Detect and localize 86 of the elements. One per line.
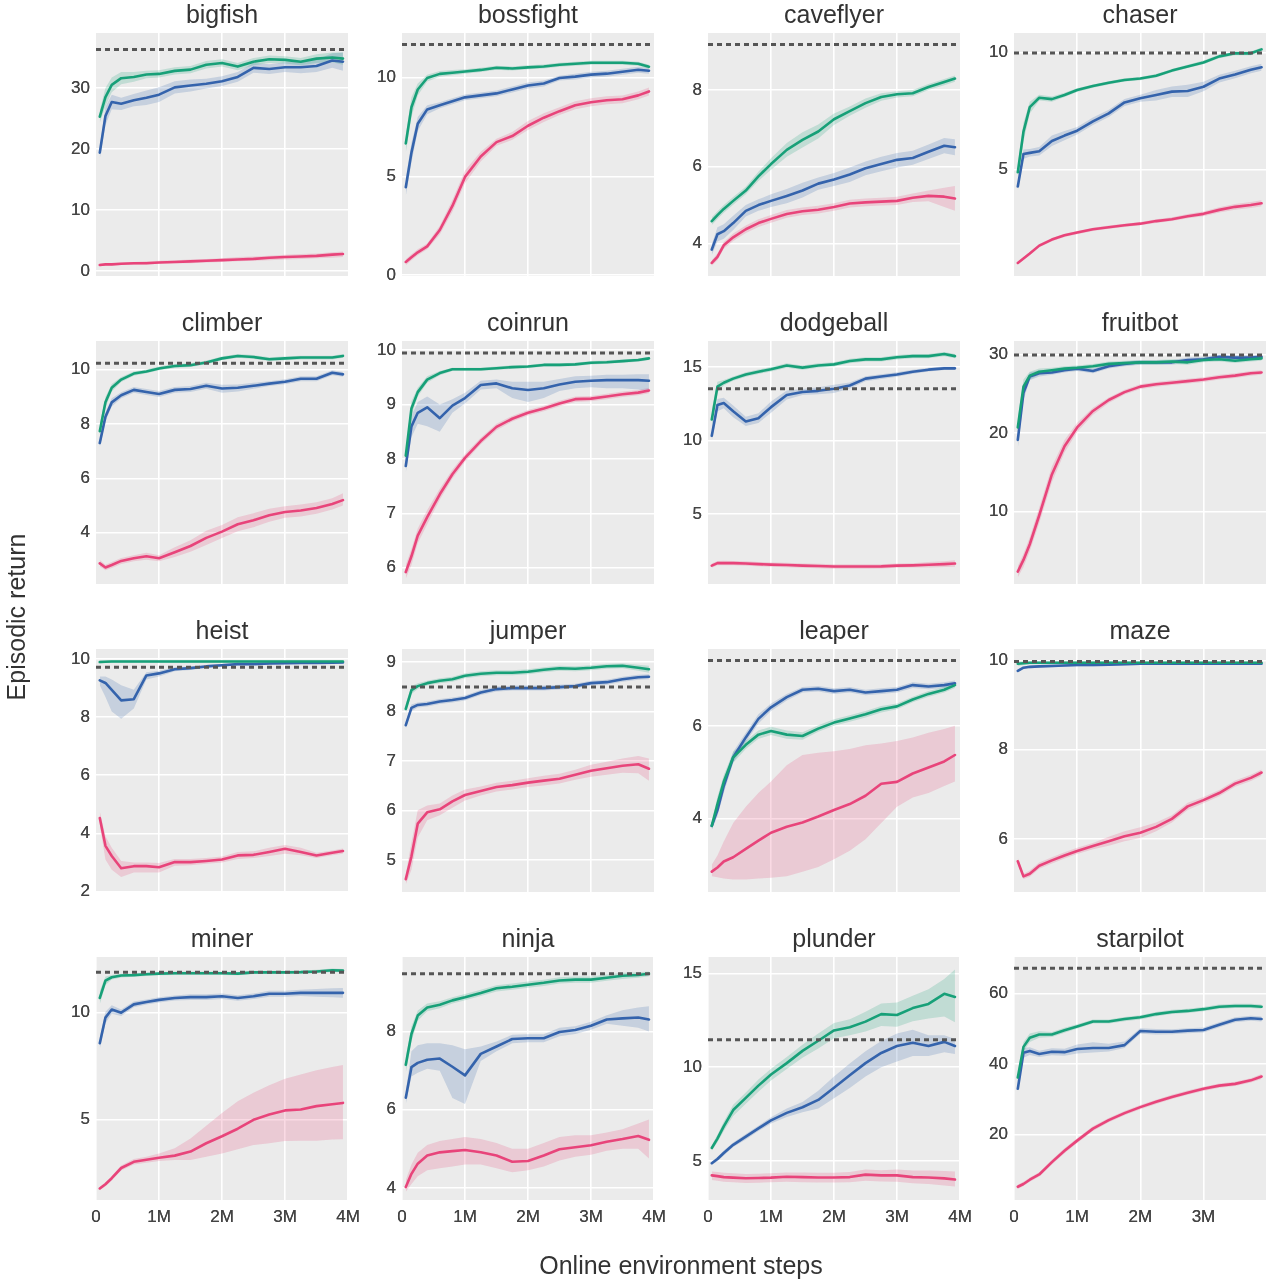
x-tick-label: 4M [948,1206,972,1226]
chart-title: chaser [1102,0,1178,28]
x-tick-label: 2M [516,1206,540,1226]
y-tick-label: 5 [692,503,702,523]
y-tick-label: 10 [71,359,90,379]
y-tick-label: 6 [386,800,396,820]
y-tick-label: 8 [80,413,90,433]
x-tick-label: 1M [147,1206,171,1226]
y-tick-label: 8 [386,1021,396,1041]
y-tick-label: 15 [683,356,702,376]
y-tick-label: 0 [80,260,90,280]
chart-title: leaper [799,615,869,644]
y-tick-label: 8 [386,701,396,721]
y-tick-label: 30 [989,344,1008,364]
y-tick-label: 5 [80,1109,90,1129]
y-tick-label: 40 [989,1053,1008,1073]
y-tick-label: 8 [80,706,90,726]
y-tick-label: 7 [386,750,396,770]
y-tick-label: 8 [998,739,1008,759]
x-axis-title: Online environment steps [539,1250,823,1280]
chart-title: climber [181,307,263,336]
y-tick-label: 15 [683,963,702,983]
y-tick-label: 4 [692,808,702,828]
x-tick-label: 1M [1065,1206,1089,1226]
chart-title: caveflyer [783,0,885,28]
x-tick-label: 1M [453,1206,477,1226]
y-tick-label: 5 [692,1150,702,1170]
chart-title: ninja [501,923,555,952]
y-tick-label: 10 [71,199,90,219]
y-tick-label: 4 [692,233,702,253]
y-tick-label: 6 [80,764,90,784]
y-tick-label: 5 [386,166,396,185]
y-tick-label: 6 [692,715,702,735]
y-tick-label: 6 [386,1099,396,1119]
y-tick-label: 9 [386,651,396,671]
y-tick-label: 10 [71,648,90,668]
y-tick-label: 20 [71,138,90,158]
chart-title: miner [190,923,254,952]
y-tick-label: 4 [80,823,90,843]
x-tick-label: 2M [1128,1206,1153,1226]
y-tick-label: 10 [377,339,396,359]
y-tick-label: 4 [386,1177,396,1197]
y-tick-label: 10 [377,67,396,87]
y-tick-label: 7 [386,503,396,523]
chart-title: maze [1109,615,1171,644]
y-tick-label: 8 [386,448,396,468]
x-tick-label: 2M [210,1206,234,1226]
y-tick-label: 10 [989,42,1008,62]
x-tick-label: 4M [642,1206,666,1226]
x-tick-label: 3M [885,1206,909,1226]
y-tick-label: 6 [998,828,1008,848]
y-tick-label: 5 [998,159,1008,179]
chart-title: jumper [488,615,567,644]
y-tick-label: 6 [692,156,702,176]
y-tick-label: 5 [386,849,396,869]
x-tick-label: 4M [336,1206,360,1226]
y-tick-label: 10 [683,1056,702,1076]
y-tick-label: 9 [386,394,396,414]
x-tick-label: 3M [579,1206,603,1226]
y-tick-label: 10 [989,650,1008,670]
y-tick-label: 4 [80,522,90,542]
y-tick-label: 10 [71,1002,90,1022]
chart-title: fruitbot [1101,307,1179,336]
x-tick-label: 3M [273,1206,297,1226]
y-tick-label: 6 [80,468,90,488]
chart-title: starpilot [1096,923,1184,952]
x-tick-label: 2M [822,1206,846,1226]
x-tick-label: 1M [759,1206,783,1226]
chart-title: plunder [792,923,876,952]
y-tick-label: 10 [989,501,1008,520]
y-tick-label: 6 [386,557,396,577]
chart-title: bigfish [185,0,259,28]
chart-title: heist [195,615,249,644]
y-tick-label: 2 [80,881,90,901]
y-tick-label: 20 [989,1124,1008,1144]
y-tick-label: 10 [683,430,702,450]
y-tick-label: 30 [71,77,90,97]
y-axis-title: Episodic return [1,533,31,700]
chart-title: dodgeball [779,307,889,336]
chart-title: bossfight [477,0,579,28]
y-tick-label: 60 [989,983,1008,1003]
y-tick-label: 20 [989,422,1008,442]
y-tick-label: 0 [386,264,396,284]
y-tick-label: 8 [692,79,702,99]
chart-title: coinrun [487,307,569,336]
x-tick-label: 3M [1191,1206,1216,1226]
